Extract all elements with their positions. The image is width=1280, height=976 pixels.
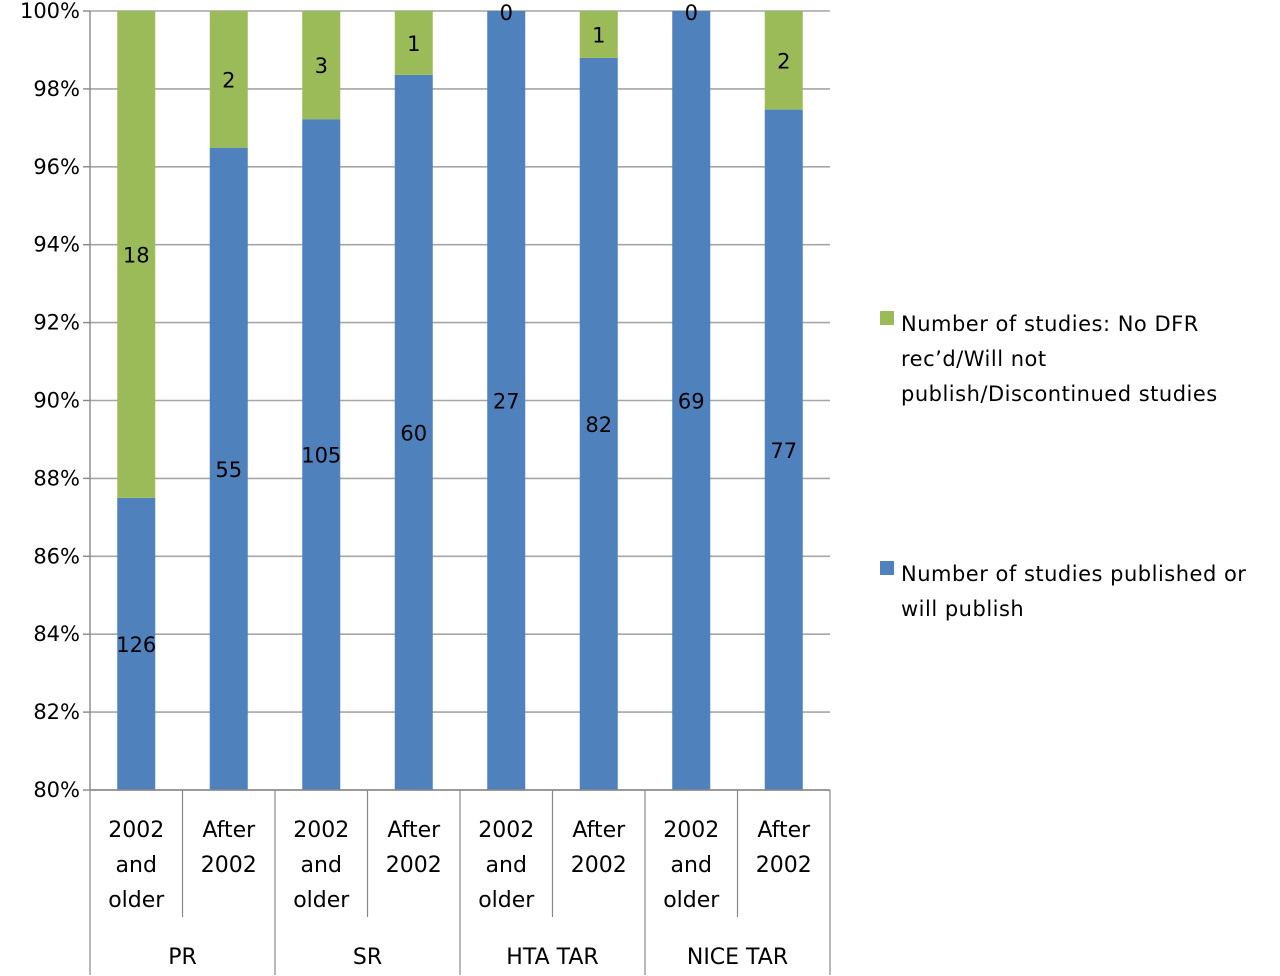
category-label-line: and: [116, 853, 157, 878]
legend-label-line: publish/Discontinued studies: [901, 382, 1218, 406]
y-tick-label: 86%: [33, 544, 80, 568]
legend-label: Number of studies published or will publi…: [901, 562, 1246, 621]
category-label: After 2002: [571, 818, 627, 878]
category-label-line: and: [301, 853, 342, 878]
y-tick-label: 88%: [33, 466, 80, 490]
group-label: HTA TAR: [506, 945, 598, 970]
category-label-line: After: [202, 818, 256, 843]
category-label: 2002 and older: [663, 818, 720, 913]
bar-segment-published: [302, 119, 341, 790]
category-label: After 2002: [386, 818, 442, 878]
legend-label-line: Number of studies published or: [901, 562, 1246, 586]
data-label: 0: [500, 1, 513, 25]
legend-label-line: rec’d/Will not: [901, 347, 1047, 371]
data-label: 82: [585, 413, 612, 437]
category-label-line: 2002: [756, 853, 812, 878]
category-label-line: After: [572, 818, 626, 843]
legend-label-line: will publish: [901, 597, 1024, 621]
bar-segment-not-published: [209, 11, 248, 148]
y-tick-label: 80%: [33, 778, 80, 802]
category-label-line: older: [293, 888, 350, 913]
bar-segment-published: [117, 497, 156, 790]
y-tick-label: 90%: [33, 389, 80, 413]
group-label: SR: [353, 945, 382, 970]
category-label-line: and: [486, 853, 527, 878]
legend-swatch: [880, 561, 894, 575]
bar-segment-not-published: [764, 11, 803, 110]
category-label: 2002 and older: [293, 818, 350, 913]
y-tick-label: 100%: [20, 0, 80, 23]
bar-segment-not-published: [302, 11, 341, 120]
y-tick-label: 98%: [33, 77, 80, 101]
data-label: 18: [123, 243, 150, 267]
category-label: After 2002: [756, 818, 812, 878]
bar-segment-published: [764, 109, 803, 790]
category-label-line: 2002: [386, 853, 442, 878]
y-tick-label: 94%: [33, 233, 80, 257]
bars: [117, 11, 803, 790]
legend: Number of studies: No DFR rec’d/Will not p…: [880, 311, 1246, 621]
data-label: 77: [770, 439, 797, 463]
gridlines: [90, 10, 830, 791]
y-tick-label: 92%: [33, 311, 80, 335]
y-tick-label: 84%: [33, 622, 80, 646]
bar-segment-not-published: [394, 11, 433, 75]
category-label: 2002 and older: [478, 818, 535, 913]
y-tick-label: 82%: [33, 700, 80, 724]
category-label-line: older: [663, 888, 720, 913]
category-label-line: 2002: [663, 818, 719, 843]
category-label-line: After: [757, 818, 811, 843]
data-labels: 126 18 55 2 105 3 60 1 27 0 82 1 69 0 77 2: [116, 1, 797, 657]
category-label: 2002 and older: [108, 818, 165, 913]
data-label: 105: [301, 444, 341, 468]
group-label: NICE TAR: [687, 945, 788, 970]
bar-segment-not-published: [117, 11, 156, 498]
category-label-line: After: [387, 818, 441, 843]
bar-segment-published: [579, 57, 618, 790]
legend-label-line: Number of studies: No DFR: [901, 312, 1199, 336]
group-label: PR: [168, 945, 197, 970]
data-label: 2: [777, 49, 790, 73]
data-label: 0: [685, 1, 698, 25]
category-label-line: older: [108, 888, 165, 913]
category-label-line: older: [478, 888, 535, 913]
axes: 80%82%84%86%88%90%92%94%96%98%100%2002 an…: [20, 0, 831, 975]
bar-segment-published: [487, 11, 526, 790]
category-label-line: 2002: [571, 853, 627, 878]
data-label: 2: [222, 68, 235, 92]
category-label-line: 2002: [108, 818, 164, 843]
data-label: 1: [407, 32, 420, 56]
data-label: 1: [592, 23, 605, 47]
legend-label: Number of studies: No DFR rec’d/Will not p…: [901, 312, 1218, 406]
data-label: 55: [215, 458, 242, 482]
category-label-line: 2002: [478, 818, 534, 843]
category-label: After 2002: [201, 818, 257, 878]
legend-swatch: [880, 311, 894, 325]
bar-segment-published: [672, 11, 711, 790]
bar-segment-published: [209, 147, 248, 790]
data-label: 3: [315, 54, 328, 78]
category-label-line: and: [671, 853, 712, 878]
bar-segment-published: [394, 74, 433, 790]
data-label: 60: [400, 421, 427, 445]
category-label-line: 2002: [201, 853, 257, 878]
data-label: 126: [116, 633, 156, 657]
data-label: 27: [493, 390, 520, 414]
category-label-line: 2002: [293, 818, 349, 843]
y-tick-label: 96%: [33, 155, 80, 179]
data-label: 69: [678, 390, 705, 414]
bar-segment-not-published: [579, 11, 618, 58]
